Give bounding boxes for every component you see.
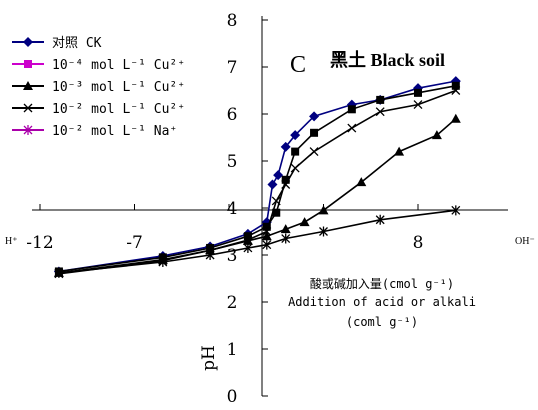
data-point: [375, 214, 385, 225]
data-point: [280, 141, 291, 152]
data-point: [267, 179, 278, 190]
legend-label: 10⁻² mol L⁻¹ Na⁺: [52, 124, 177, 139]
data-point: [243, 235, 253, 245]
data-point: [261, 231, 272, 241]
data-point: [23, 37, 33, 47]
y-tick-label: 5: [227, 152, 238, 172]
panel-letter: C: [290, 52, 306, 78]
series-line: [58, 118, 457, 274]
series-layer: [53, 76, 461, 279]
data-point: [451, 205, 461, 216]
data-point: [450, 113, 461, 123]
x-left-label: H⁺: [5, 236, 18, 247]
y-tick-label: 6: [227, 105, 238, 125]
legend-label: 10⁻² mol L⁻¹ Cu²⁺: [52, 102, 185, 117]
x-tick-label: 8: [413, 233, 424, 253]
data-point: [413, 100, 423, 110]
legend-item: 10⁻³ mol L⁻¹ Cu²⁺: [12, 80, 185, 95]
data-point: [23, 81, 33, 90]
data-point: [23, 103, 33, 113]
legend-item: 10⁻⁴ mol L⁻¹ Cu²⁺: [12, 58, 185, 73]
data-point: [290, 130, 301, 141]
data-point: [272, 208, 281, 217]
y-tick-label: 7: [227, 58, 238, 78]
legend-label: 10⁻³ mol L⁻¹ Cu²⁺: [52, 80, 185, 95]
series: [54, 205, 461, 278]
data-point: [310, 128, 319, 137]
chart-title: 黑土 Black soil: [330, 50, 445, 70]
xlabel-unit: (coml g⁻¹): [346, 315, 418, 329]
data-point: [23, 125, 33, 135]
y-tick-label: 1: [227, 340, 238, 360]
data-point: [281, 175, 290, 184]
data-point: [262, 227, 272, 236]
x-right-label: OH⁻: [515, 236, 535, 247]
data-point: [262, 222, 271, 231]
y-axis-label: pH: [199, 345, 219, 371]
legend-label: 10⁻⁴ mol L⁻¹ Cu²⁺: [52, 58, 185, 73]
data-point: [281, 233, 291, 244]
data-point: [290, 163, 300, 173]
y-tick-label: 3: [227, 246, 238, 266]
data-point: [205, 250, 215, 260]
legend-label: 对照 CK: [52, 36, 102, 51]
data-point: [347, 123, 357, 133]
legend-item: 10⁻² mol L⁻¹ Na⁺: [12, 124, 177, 139]
data-point: [347, 105, 356, 114]
data-point: [158, 257, 168, 268]
legend-item: 10⁻² mol L⁻¹ Cu²⁺: [12, 102, 185, 117]
axes: 0 1 2 3 4 5 6 7 8 -12 -7 8: [26, 11, 508, 407]
x-tick-label: -7: [126, 233, 143, 253]
data-point: [291, 147, 300, 156]
x-tick-label: -12: [26, 233, 53, 253]
xlabel-en: Addition of acid or alkali: [288, 295, 476, 309]
data-point: [431, 130, 442, 140]
xlabel-zh: 酸或碱加入量(cmol g⁻¹): [310, 276, 454, 291]
legend-item: 对照 CK: [12, 36, 102, 51]
y-ticks: 0 1 2 3 4 5 6 7 8: [227, 11, 268, 407]
data-point: [414, 88, 422, 97]
data-point: [356, 177, 367, 187]
data-point: [375, 107, 385, 117]
y-tick-label: 2: [227, 293, 238, 313]
data-point: [281, 180, 291, 189]
data-point: [394, 146, 405, 156]
data-point: [271, 196, 281, 206]
data-point: [451, 81, 460, 90]
data-point: [318, 205, 329, 215]
y-tick-label: 4: [227, 199, 238, 219]
x-ticks: -12 -7 8: [26, 204, 423, 253]
data-point: [54, 267, 64, 278]
data-point: [451, 86, 461, 95]
data-point: [376, 95, 385, 104]
data-point: [243, 242, 253, 253]
data-point: [309, 147, 319, 157]
y-tick-label: 0: [227, 387, 238, 405]
data-point: [273, 170, 284, 181]
data-point: [319, 226, 328, 237]
data-point: [299, 217, 310, 227]
y-tick-label: 8: [227, 11, 238, 31]
data-point: [309, 111, 320, 122]
data-point: [262, 239, 272, 250]
data-point: [280, 224, 291, 234]
legend: 对照 CK 10⁻⁴ mol L⁻¹ Cu²⁺ 10⁻³ mol L⁻¹ Cu²⁺ 1…: [12, 36, 185, 139]
data-point: [24, 60, 32, 68]
